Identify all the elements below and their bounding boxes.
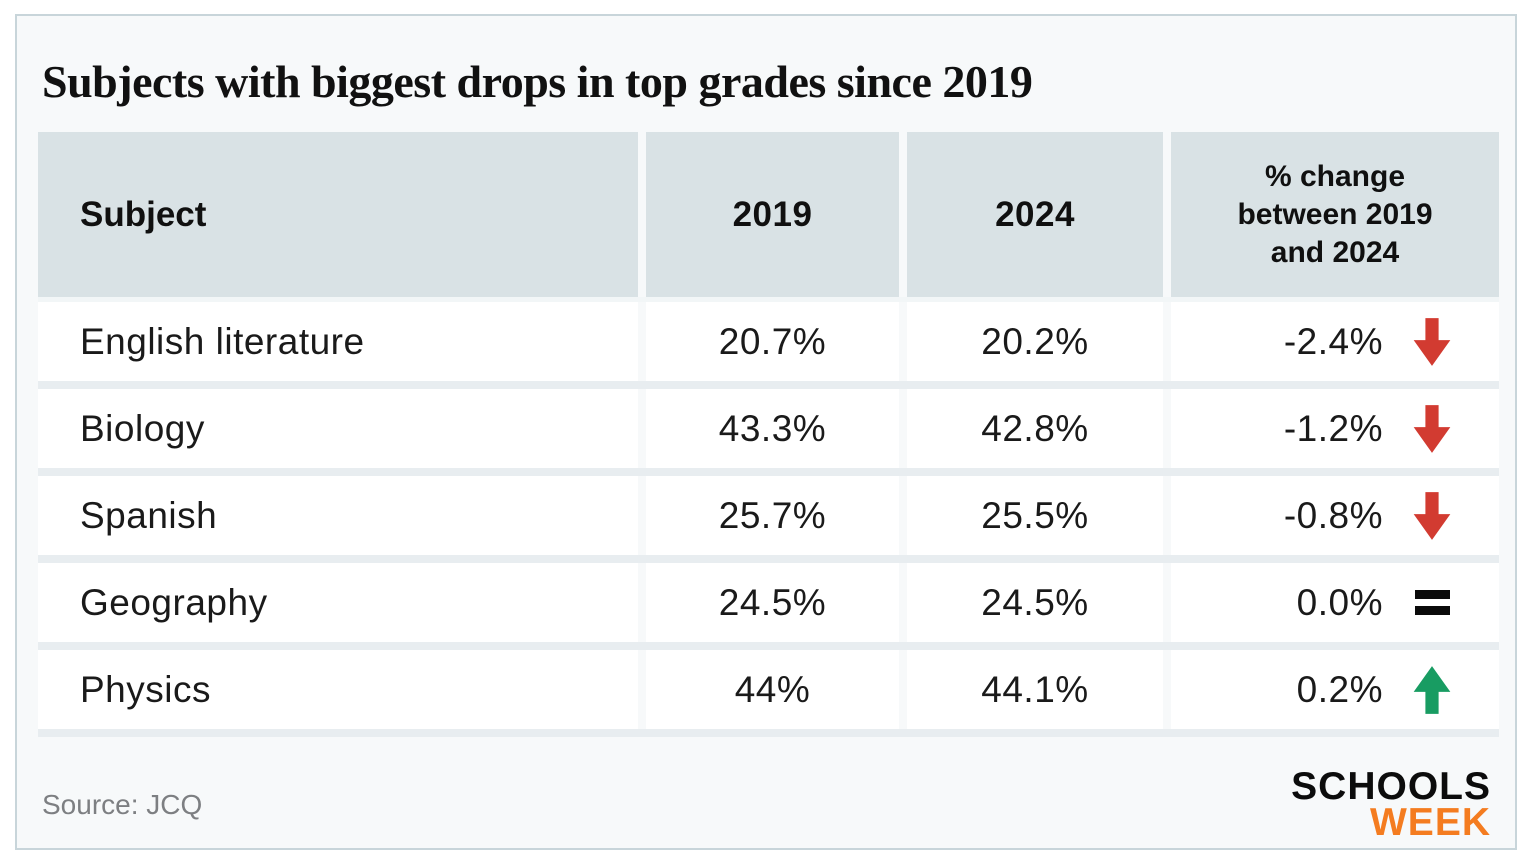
row-separator <box>38 381 1499 390</box>
change-value: 0.2% <box>1296 668 1383 710</box>
logo-line-schools: SCHOOLS <box>1291 765 1491 809</box>
value-2019-cell: 24.5% <box>646 563 899 643</box>
subject-cell: Geography <box>38 563 638 643</box>
change-cell: -0.8% <box>1171 476 1499 556</box>
down-arrow-icon <box>1409 403 1455 455</box>
header-change: % change between 2019 and 2024 <box>1171 132 1499 298</box>
subject-cell: Spanish <box>38 476 638 556</box>
value-2024-cell: 20.2% <box>907 302 1163 382</box>
value-2019-cell: 43.3% <box>646 389 899 469</box>
change-value: -2.4% <box>1283 320 1383 362</box>
table-row: Physics 44% 44.1% 0.2% <box>38 650 1499 730</box>
change-cell: 0.0% <box>1171 563 1499 643</box>
header-2024: 2024 <box>907 132 1163 298</box>
table-row: English literature 20.7% 20.2% -2.4% <box>38 302 1499 382</box>
up-arrow-icon <box>1409 664 1455 716</box>
table-row: Biology 43.3% 42.8% -1.2% <box>38 389 1499 469</box>
subject-cell: Physics <box>38 650 638 730</box>
footer: Source: JCQ SCHOOLS WEEK <box>42 765 1491 845</box>
infographic-card: Subjects with biggest drops in top grade… <box>15 14 1517 850</box>
value-2019-cell: 44% <box>646 650 899 730</box>
value-2024-cell: 25.5% <box>907 476 1163 556</box>
change-cell: 0.2% <box>1171 650 1499 730</box>
down-arrow-icon <box>1409 490 1455 542</box>
value-2019-cell: 20.7% <box>646 302 899 382</box>
change-value: 0.0% <box>1296 581 1383 623</box>
subject-cell: English literature <box>38 302 638 382</box>
page-title: Subjects with biggest drops in top grade… <box>42 56 1033 107</box>
logo-line-week: WEEK <box>1370 801 1491 845</box>
data-table: Subject 2019 2024 % change between 2019 … <box>38 132 1499 738</box>
row-separator <box>38 729 1499 738</box>
header-subject: Subject <box>38 132 638 298</box>
row-separator <box>38 642 1499 651</box>
change-cell: -1.2% <box>1171 389 1499 469</box>
value-2019-cell: 25.7% <box>646 476 899 556</box>
equals-icon <box>1409 590 1455 616</box>
change-value: -0.8% <box>1283 494 1383 536</box>
table-row: Spanish 25.7% 25.5% -0.8% <box>38 476 1499 556</box>
row-separator <box>38 468 1499 477</box>
schools-week-logo: SCHOOLS WEEK <box>1291 765 1491 845</box>
down-arrow-icon <box>1409 316 1455 368</box>
table-row: Geography 24.5% 24.5% 0.0% <box>38 563 1499 643</box>
table-header-row: Subject 2019 2024 % change between 2019 … <box>38 132 1499 298</box>
header-separator <box>38 297 1499 303</box>
source-text: Source: JCQ <box>42 789 203 821</box>
value-2024-cell: 42.8% <box>907 389 1163 469</box>
header-change-label: % change between 2019 and 2024 <box>1237 159 1433 269</box>
value-2024-cell: 44.1% <box>907 650 1163 730</box>
row-separator <box>38 555 1499 564</box>
header-2019: 2019 <box>646 132 899 298</box>
value-2024-cell: 24.5% <box>907 563 1163 643</box>
change-value: -1.2% <box>1283 407 1383 449</box>
subject-cell: Biology <box>38 389 638 469</box>
change-cell: -2.4% <box>1171 302 1499 382</box>
